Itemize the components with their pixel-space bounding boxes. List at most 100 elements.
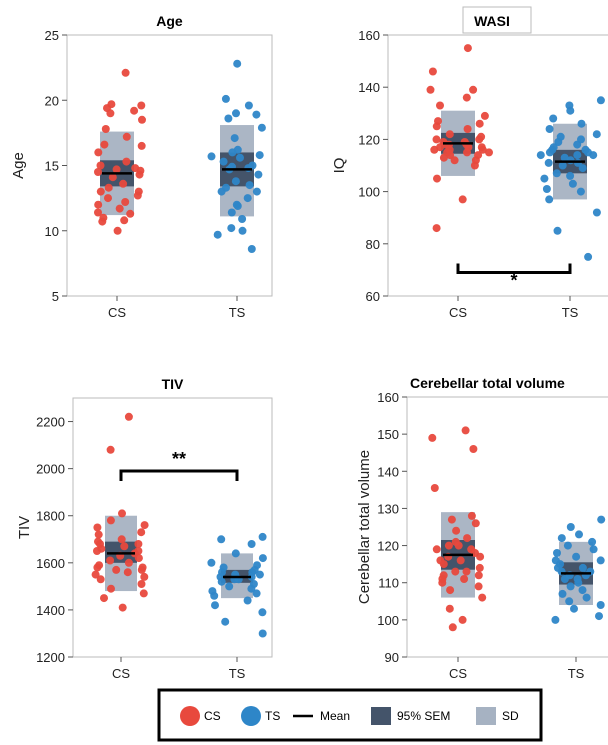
data-point <box>138 115 146 124</box>
data-point <box>96 161 105 170</box>
data-point <box>551 615 560 624</box>
data-point <box>454 541 463 550</box>
data-point <box>596 601 605 609</box>
data-point <box>462 567 471 576</box>
data-point <box>123 568 132 577</box>
data-point <box>545 148 554 157</box>
data-point <box>93 547 101 555</box>
data-point <box>252 187 261 196</box>
data-point <box>458 195 467 204</box>
data-point <box>433 174 441 183</box>
data-point <box>432 135 441 144</box>
data-point <box>592 130 601 139</box>
data-point <box>470 161 479 170</box>
significance-bracket <box>456 263 572 275</box>
data-point <box>448 623 457 632</box>
y-tick-label: 110 <box>378 576 399 591</box>
data-point <box>210 591 219 600</box>
data-point <box>475 119 484 128</box>
data-point <box>238 226 247 235</box>
data-point <box>436 101 444 110</box>
data-point <box>573 151 582 160</box>
data-point <box>104 194 112 203</box>
data-point <box>106 556 115 565</box>
data-point <box>584 252 593 261</box>
data-point <box>247 584 256 593</box>
data-point <box>244 164 253 173</box>
data-point <box>463 534 472 543</box>
data-point <box>430 145 439 154</box>
panel-3: TIV 1200 1400 1600 1800 2000 2200 TIV CS TS ** <box>16 376 273 681</box>
data-point <box>112 165 121 174</box>
data-point <box>467 511 476 520</box>
y-tick-label: 160 <box>377 390 399 405</box>
x-tick-label: TS <box>562 305 579 320</box>
data-point <box>445 604 454 613</box>
data-point <box>558 589 567 598</box>
data-point <box>566 106 575 115</box>
data-point <box>258 608 267 617</box>
data-point <box>480 111 489 120</box>
data-point <box>93 563 102 572</box>
data-point <box>557 534 566 543</box>
data-point <box>474 582 483 591</box>
data-point <box>101 125 110 133</box>
data-point <box>474 571 483 580</box>
data-point <box>94 200 103 209</box>
data-point <box>544 158 553 167</box>
data-point <box>236 153 244 162</box>
data-point <box>257 123 266 132</box>
data-point <box>549 114 558 123</box>
legend-sem-label: 95% SEM <box>397 709 450 723</box>
data-point <box>221 617 230 626</box>
data-point <box>572 552 581 561</box>
y-tick-label: 2000 <box>36 462 65 477</box>
data-point <box>445 130 454 139</box>
data-point <box>106 445 115 454</box>
data-point <box>536 151 545 160</box>
data-point <box>243 596 252 605</box>
data-point <box>207 152 216 161</box>
y-tick-label: 10 <box>45 224 59 239</box>
data-point <box>94 148 103 157</box>
data-point <box>225 582 234 591</box>
data-point <box>245 181 254 190</box>
y-tick-label: 25 <box>45 28 59 43</box>
data-point <box>444 541 453 550</box>
x-tick-label: TS <box>229 666 246 681</box>
data-point <box>545 125 554 133</box>
data-point <box>589 151 598 160</box>
data-point <box>582 593 591 602</box>
panel-title: TIV <box>162 376 184 392</box>
legend-ts-marker <box>241 706 261 726</box>
data-point <box>430 484 439 492</box>
data-point <box>91 570 100 579</box>
legend-cs-marker <box>180 706 200 726</box>
panels: Age 5 10 15 20 25 Age CS TS WASI 60 80 100 120 140 160 I… <box>10 6 608 681</box>
data-point <box>566 171 575 180</box>
data-point <box>219 157 228 166</box>
y-tick-label: 130 <box>377 501 399 516</box>
significance-label: ** <box>172 449 186 469</box>
x-tick-label: TS <box>568 666 585 681</box>
data-point <box>478 145 487 154</box>
data-point <box>94 208 102 217</box>
x-tick-label: CS <box>449 666 467 681</box>
significance-bracket <box>119 469 239 481</box>
plot-area <box>406 396 608 658</box>
x-tick-label: CS <box>108 305 126 320</box>
data-point <box>252 589 261 598</box>
data-point <box>134 540 143 548</box>
data-point <box>213 230 222 239</box>
data-point <box>252 110 261 119</box>
data-point <box>140 521 149 530</box>
data-point <box>124 412 133 421</box>
data-point <box>575 530 583 539</box>
data-point <box>560 575 569 583</box>
data-point <box>118 603 127 612</box>
y-tick-label: 1800 <box>36 509 65 524</box>
data-point <box>130 106 139 115</box>
y-axis-label: TIV <box>16 516 33 539</box>
y-tick-label: 1400 <box>36 603 65 618</box>
data-point <box>113 226 122 235</box>
